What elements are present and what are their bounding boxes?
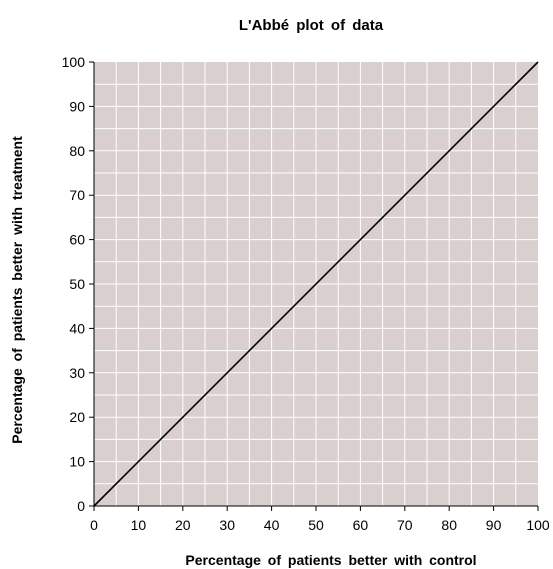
y-tick-label: 50 xyxy=(69,276,85,292)
x-tick-label: 60 xyxy=(353,517,369,533)
chart-title: L'Abbé plot of data xyxy=(239,17,384,34)
y-tick-label: 0 xyxy=(77,498,85,514)
x-tick-label: 30 xyxy=(219,517,235,533)
y-tick-label: 10 xyxy=(69,454,85,470)
x-tick-label: 0 xyxy=(90,517,98,533)
x-tick-label: 50 xyxy=(308,517,324,533)
x-tick-label: 90 xyxy=(486,517,502,533)
x-axis-label: Percentage of patients better with contr… xyxy=(185,552,476,568)
x-tick-label: 80 xyxy=(441,517,457,533)
identity-line xyxy=(93,61,539,507)
x-tick-label: 10 xyxy=(131,517,147,533)
tick-labels: 0 10 20 30 40 50 60 70 80 90 100 0 10 20 30 40 50 60 70 80 9… xyxy=(62,54,550,533)
x-tick-label: 100 xyxy=(526,517,550,533)
y-tick-label: 30 xyxy=(69,365,85,381)
y-tick-label: 60 xyxy=(69,232,85,248)
y-tick-label: 70 xyxy=(69,187,85,203)
x-tick-label: 20 xyxy=(175,517,191,533)
y-axis-label: Percentage of patients better with treat… xyxy=(9,136,25,444)
y-tick-label: 80 xyxy=(69,143,85,159)
x-tick-label: 40 xyxy=(264,517,280,533)
y-tick-label: 90 xyxy=(69,98,85,114)
y-tick-label: 20 xyxy=(69,409,85,425)
series xyxy=(93,61,539,507)
x-tick-label: 70 xyxy=(397,517,413,533)
y-tick-label: 100 xyxy=(62,54,86,70)
y-tick-label: 40 xyxy=(69,320,85,336)
